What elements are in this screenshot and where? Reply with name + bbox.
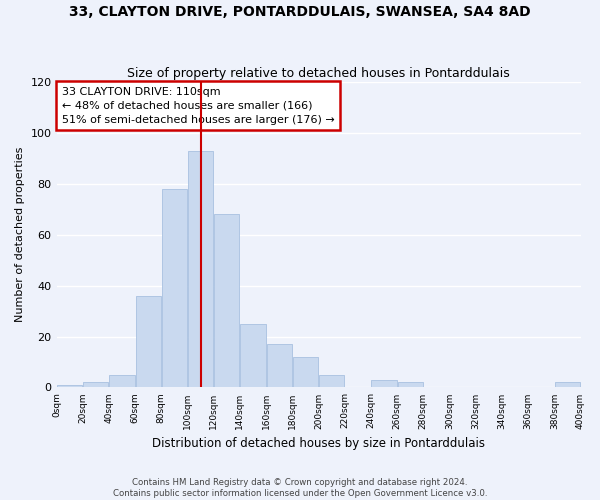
Text: 33 CLAYTON DRIVE: 110sqm
← 48% of detached houses are smaller (166)
51% of semi-: 33 CLAYTON DRIVE: 110sqm ← 48% of detach… bbox=[62, 86, 335, 124]
Title: Size of property relative to detached houses in Pontarddulais: Size of property relative to detached ho… bbox=[127, 66, 510, 80]
Bar bbox=[398, 382, 423, 388]
Bar bbox=[266, 344, 292, 388]
Bar bbox=[214, 214, 239, 388]
Bar bbox=[136, 296, 161, 388]
Bar bbox=[319, 374, 344, 388]
Bar bbox=[371, 380, 397, 388]
Bar bbox=[555, 382, 580, 388]
Text: Contains HM Land Registry data © Crown copyright and database right 2024.
Contai: Contains HM Land Registry data © Crown c… bbox=[113, 478, 487, 498]
Text: 33, CLAYTON DRIVE, PONTARDDULAIS, SWANSEA, SA4 8AD: 33, CLAYTON DRIVE, PONTARDDULAIS, SWANSE… bbox=[69, 5, 531, 19]
Bar bbox=[162, 189, 187, 388]
Bar bbox=[83, 382, 109, 388]
Bar bbox=[57, 385, 82, 388]
Y-axis label: Number of detached properties: Number of detached properties bbox=[15, 147, 25, 322]
Bar bbox=[188, 151, 213, 388]
X-axis label: Distribution of detached houses by size in Pontarddulais: Distribution of detached houses by size … bbox=[152, 437, 485, 450]
Bar bbox=[293, 357, 318, 388]
Bar bbox=[109, 374, 134, 388]
Bar bbox=[241, 324, 266, 388]
